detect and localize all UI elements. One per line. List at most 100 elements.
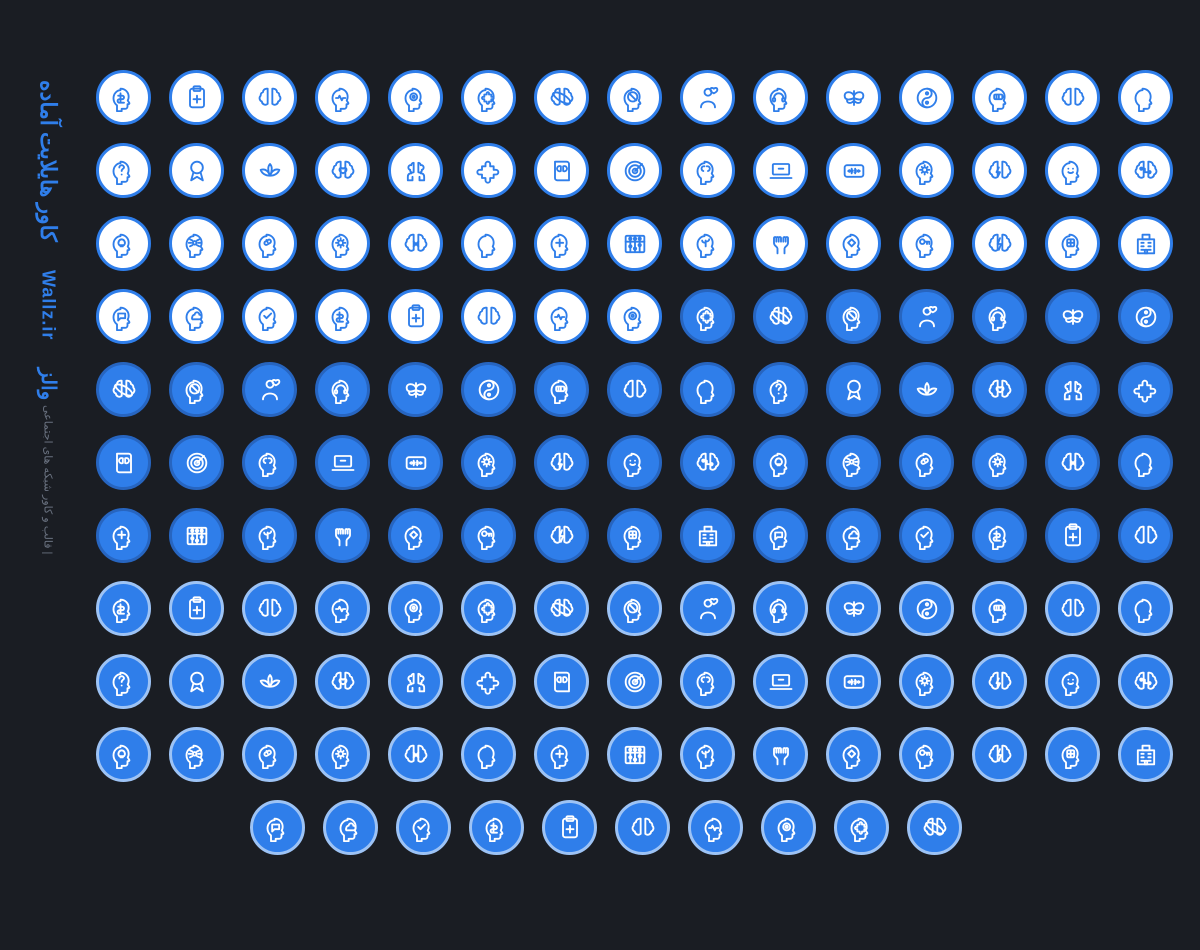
brain-bolt-icon (972, 216, 1027, 271)
book-brain-icon (534, 654, 589, 709)
head-icon (680, 362, 735, 417)
head-plus-icon (534, 216, 589, 271)
head-cog-icon (315, 216, 370, 271)
head-side-icon (461, 216, 516, 271)
head-chat-icon (250, 800, 305, 855)
brain-icon (242, 581, 297, 636)
brain-atom-icon (753, 289, 808, 344)
head-check-icon (899, 508, 954, 563)
head-dollar-icon (96, 70, 151, 125)
brain-atom-icon (96, 362, 151, 417)
head-dollar-icon (972, 508, 1027, 563)
head-idea-icon (96, 216, 151, 271)
head-key-icon (461, 508, 516, 563)
person-love-icon (242, 362, 297, 417)
brain-outline-icon (607, 362, 662, 417)
puzzle-piece-icon (1118, 362, 1173, 417)
brain-x-icon (388, 727, 443, 782)
brain-x-icon (388, 216, 443, 271)
head-chat-icon (753, 508, 808, 563)
head-pill-icon (242, 727, 297, 782)
brain-outline-icon (1045, 70, 1100, 125)
sidebar-text-block: کاور هایلایت آماده Wallz.ir والز | قالب … (28, 0, 68, 950)
head-diamond-icon (388, 508, 443, 563)
head-meds-icon (1045, 727, 1100, 782)
brain-circuit-icon (680, 435, 735, 490)
icon-row (96, 727, 1176, 782)
head-smile-icon (1045, 143, 1100, 198)
head-icon (1118, 581, 1173, 636)
head-plant-icon (680, 216, 735, 271)
icon-row (96, 508, 1176, 563)
head-plant-icon (242, 508, 297, 563)
head-question-icon (753, 362, 808, 417)
head-brain-icon (680, 143, 735, 198)
hands-up-icon (753, 216, 808, 271)
yinyang-icon (899, 581, 954, 636)
yinyang-icon (461, 362, 516, 417)
brain-bolt-icon (534, 508, 589, 563)
tagline-text: | قالب و کاور شبکه های اجتماعی (42, 405, 55, 554)
head-cog-icon (972, 435, 1027, 490)
head-gear-icon (461, 435, 516, 490)
head-chat-icon (96, 289, 151, 344)
head-pulse-icon (688, 800, 743, 855)
hands-up-icon (753, 727, 808, 782)
head-gear-icon (899, 143, 954, 198)
head-dollar-icon (469, 800, 524, 855)
head-pill-icon (899, 435, 954, 490)
head-puzzle-icon (834, 800, 889, 855)
clipboard-plus-icon (388, 289, 443, 344)
building-icon (1118, 216, 1173, 271)
head-key-icon (899, 727, 954, 782)
head-key-icon (899, 216, 954, 271)
brain-storm-icon (534, 435, 589, 490)
person-love-icon (680, 581, 735, 636)
brain-bolt-icon (972, 727, 1027, 782)
head-smile-icon (607, 435, 662, 490)
puzzle-piece-icon (461, 143, 516, 198)
head-battery-icon (972, 70, 1027, 125)
brain-atom-icon (907, 800, 962, 855)
clock-0900-icon (388, 435, 443, 490)
head-target-icon (388, 70, 443, 125)
head-meds-icon (1045, 216, 1100, 271)
hands-brain-icon (1045, 362, 1100, 417)
brain-circuit-icon (1118, 143, 1173, 198)
head-diamond-icon (826, 727, 881, 782)
laptop-icon (753, 654, 808, 709)
brain-storm-icon (972, 654, 1027, 709)
head-brain-icon (242, 435, 297, 490)
ribbon-icon (169, 654, 224, 709)
brain-icon (1118, 508, 1173, 563)
brain-heart-icon (315, 143, 370, 198)
brain-circuit-icon (1118, 654, 1173, 709)
clock-0900-icon (826, 143, 881, 198)
head-check-icon (242, 289, 297, 344)
abacus-icon (607, 727, 662, 782)
head-side-icon (461, 727, 516, 782)
ribbon-icon (826, 362, 881, 417)
head-pulse-icon (315, 581, 370, 636)
head-headphones-icon (972, 289, 1027, 344)
site-text: Wallz.ir (38, 270, 59, 340)
brand-text: والز (36, 368, 60, 400)
head-pill-icon (242, 216, 297, 271)
head-puzzle-icon (461, 581, 516, 636)
abacus-icon (607, 216, 662, 271)
lotus-icon (242, 654, 297, 709)
icon-row (96, 70, 1176, 125)
head-headphones-icon (753, 70, 808, 125)
target-hit-icon (169, 435, 224, 490)
book-brain-icon (534, 143, 589, 198)
laptop-icon (315, 435, 370, 490)
clock-0900-icon (826, 654, 881, 709)
head-forbid-icon (826, 289, 881, 344)
brain-x-icon (1045, 435, 1100, 490)
brain-storm-icon (972, 143, 1027, 198)
icon-grid (96, 70, 1176, 873)
head-plus-icon (534, 727, 589, 782)
abacus-icon (169, 508, 224, 563)
lotus-icon (242, 143, 297, 198)
icon-row (96, 216, 1176, 271)
